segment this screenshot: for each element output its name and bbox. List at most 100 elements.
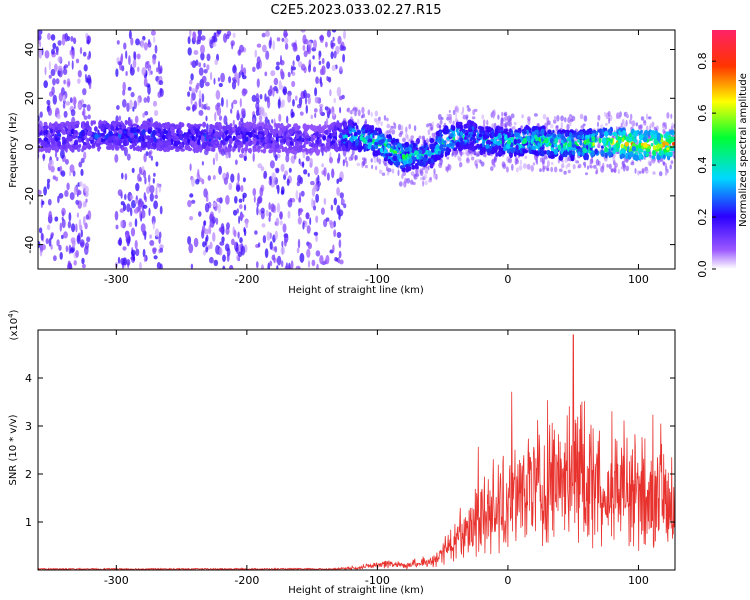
- spectrogram-blob: [108, 136, 113, 142]
- spectrogram-blob: [297, 216, 302, 225]
- spectrogram-blob: [442, 140, 447, 144]
- spectrogram-blob: [305, 155, 310, 162]
- spectrogram-blob: [556, 115, 560, 122]
- spectrogram-blob: [424, 180, 428, 186]
- spectrogram-blob: [480, 161, 485, 167]
- spectrogram-blob: [122, 89, 126, 96]
- spectrogram-x-tick-label: -300: [104, 273, 129, 286]
- spectrogram-blob: [281, 240, 284, 247]
- spectrogram-blob: [78, 219, 82, 229]
- spectrogram-blob: [187, 36, 191, 45]
- spectrogram-blob: [203, 62, 206, 68]
- spectrogram-blob: [606, 163, 609, 168]
- spectrogram-blob: [302, 123, 308, 130]
- spectrogram-blob: [298, 158, 301, 165]
- spectrogram-blob: [557, 144, 562, 151]
- spectrogram-blob: [607, 110, 611, 117]
- spectrogram-blob: [240, 213, 245, 219]
- spectrogram-blob: [631, 146, 636, 152]
- spectrogram-blob: [459, 151, 463, 156]
- spectrogram-blob: [570, 118, 574, 123]
- spectrogram-blob: [460, 130, 463, 137]
- spectrogram-blob: [238, 198, 243, 203]
- spectrogram-blob: [564, 152, 568, 158]
- spectrogram-blob: [410, 171, 415, 177]
- spectrogram-blob: [429, 143, 435, 150]
- spectrogram-blob: [266, 124, 269, 129]
- spectrogram-blob: [201, 93, 205, 103]
- spectrogram-blob: [633, 131, 636, 135]
- spectrogram-blob: [192, 148, 197, 152]
- spectrogram-blob: [491, 149, 495, 155]
- spectrogram-blob: [348, 156, 353, 162]
- spectrogram-blob: [593, 164, 597, 169]
- spectrogram-blob: [50, 34, 56, 41]
- spectrogram-blob: [86, 131, 92, 137]
- spectrogram-blob: [143, 133, 147, 140]
- spectrogram-blob: [436, 155, 441, 161]
- spectrogram-blob: [498, 126, 504, 131]
- spectrogram-blob: [645, 168, 649, 174]
- spectrogram-blob: [637, 129, 640, 135]
- spectrogram-blob: [158, 237, 161, 245]
- spectrogram-blob: [577, 139, 580, 143]
- spectrogram-blob: [448, 110, 451, 113]
- spectrogram-blob: [401, 168, 406, 172]
- spectrogram-blob: [598, 160, 602, 168]
- spectrogram-blob: [236, 208, 239, 214]
- spectrogram-blob: [233, 209, 238, 216]
- spectrogram-blob: [608, 117, 611, 124]
- spectrogram-blob: [530, 139, 534, 144]
- spectrogram-blob: [493, 157, 497, 163]
- spectrogram-blob: [307, 242, 312, 250]
- spectrogram-blob: [427, 165, 430, 171]
- spectrogram-blob: [318, 139, 322, 144]
- spectrogram-blob: [256, 206, 259, 216]
- spectrogram-blob: [330, 145, 335, 150]
- spectrogram-blob: [147, 174, 151, 183]
- spectrogram-blob: [256, 78, 260, 88]
- spectrogram-blob: [575, 146, 581, 150]
- spectrogram-blob: [670, 136, 675, 142]
- spectrogram-frame: [37, 29, 676, 270]
- spectrogram-blob: [566, 156, 570, 162]
- spectrogram-blob: [271, 119, 274, 124]
- spectrogram-blob: [535, 159, 538, 163]
- spectrogram-blob: [215, 89, 221, 100]
- spectrogram-blob: [331, 64, 336, 72]
- spectrogram-blob: [585, 135, 590, 139]
- spectrogram-blob: [356, 129, 362, 135]
- spectrogram-blob: [287, 71, 291, 78]
- spectrogram-blob: [504, 134, 508, 141]
- spectrogram-blob: [70, 109, 76, 117]
- spectrogram-blob: [132, 123, 137, 127]
- spectrogram-blob: [333, 125, 337, 132]
- spectrogram-blob: [244, 146, 248, 152]
- spectrogram-blob: [198, 62, 202, 68]
- spectrogram-blob: [56, 239, 60, 247]
- spectrogram-blob: [613, 169, 617, 173]
- spectrogram-blob: [337, 35, 342, 45]
- spectrogram-blob: [87, 114, 91, 120]
- spectrogram-blob: [124, 230, 130, 239]
- spectrogram-blob: [75, 58, 80, 64]
- spectrogram-blob: [201, 142, 207, 149]
- spectrogram-blob: [132, 106, 135, 112]
- spectrogram-blob: [62, 94, 66, 102]
- spectrogram-blob: [526, 135, 531, 142]
- spectrogram-blob: [402, 137, 406, 143]
- spectrogram-blob: [400, 124, 404, 131]
- spectrogram-blob: [325, 217, 330, 222]
- spectrogram-blob: [279, 211, 283, 220]
- spectrogram-blob: [541, 150, 545, 157]
- spectrogram-blob: [310, 180, 315, 186]
- spectrogram-blob: [482, 139, 486, 144]
- spectrogram-x-tick-label: 0: [504, 273, 511, 286]
- spectrogram-blob: [552, 129, 555, 133]
- spectrogram-blob: [237, 251, 243, 258]
- spectrogram-blob: [77, 103, 81, 109]
- spectrogram-blob: [191, 60, 197, 68]
- spectrogram-blob: [253, 195, 256, 203]
- spectrogram-blob: [513, 151, 517, 157]
- spectrogram-blob: [78, 137, 82, 143]
